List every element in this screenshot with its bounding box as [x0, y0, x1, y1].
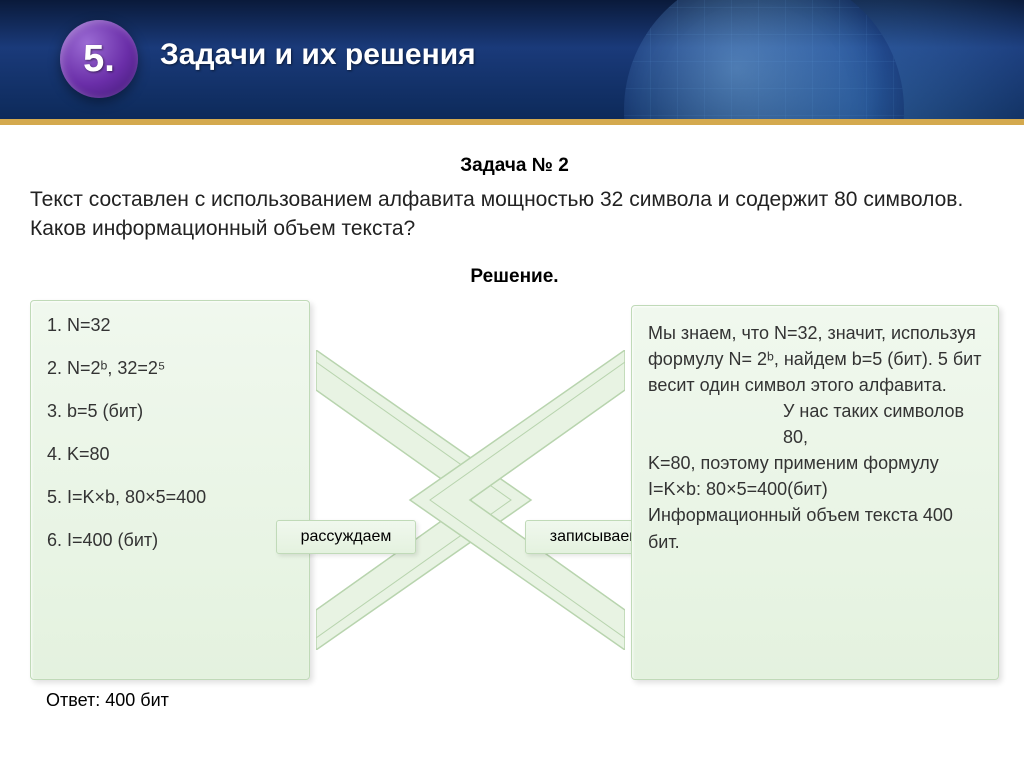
explanation-para3: K=80, поэтому применим формулу I=K×b: 80… — [648, 450, 982, 554]
solution-diagram: 1. N=32 2. N=2ᵇ, 32=2⁵ 3. b=5 (бит) 4. K… — [30, 300, 999, 730]
step-5: 5. I=K×b, 80×5=400 — [47, 487, 293, 508]
globe-decoration — [624, 0, 904, 125]
step-2: 2. N=2ᵇ, 32=2⁵ — [47, 358, 293, 379]
explanation-para1: Мы знаем, что N=32, значит, используя фо… — [648, 320, 982, 398]
slide-title: Задачи и их решения — [160, 38, 476, 72]
steps-box: 1. N=32 2. N=2ᵇ, 32=2⁵ 3. b=5 (бит) 4. K… — [30, 300, 310, 680]
explanation-box: Мы знаем, что N=32, значит, используя фо… — [631, 305, 999, 680]
slide-header: 5. Задачи и их решения — [0, 0, 1024, 125]
step-6: 6. I=400 (бит) — [47, 530, 293, 551]
section-badge: 5. — [60, 20, 138, 98]
answer-text: Ответ: 400 бит — [46, 690, 169, 711]
task-text: Текст составлен с использованием алфавит… — [30, 185, 999, 244]
arrow-left-icon — [405, 350, 625, 650]
explanation-para2: У нас таких символов 80, — [648, 398, 982, 450]
step-1: 1. N=32 — [47, 315, 293, 336]
step-3: 3. b=5 (бит) — [47, 401, 293, 422]
task-title: Задача № 2 — [30, 155, 999, 177]
solution-title: Решение. — [30, 266, 999, 288]
badge-number: 5. — [83, 38, 115, 81]
content-area: Задача № 2 Текст составлен с использован… — [0, 125, 1024, 730]
arrow-left-label: рассуждаем — [276, 520, 416, 554]
step-4: 4. K=80 — [47, 444, 293, 465]
